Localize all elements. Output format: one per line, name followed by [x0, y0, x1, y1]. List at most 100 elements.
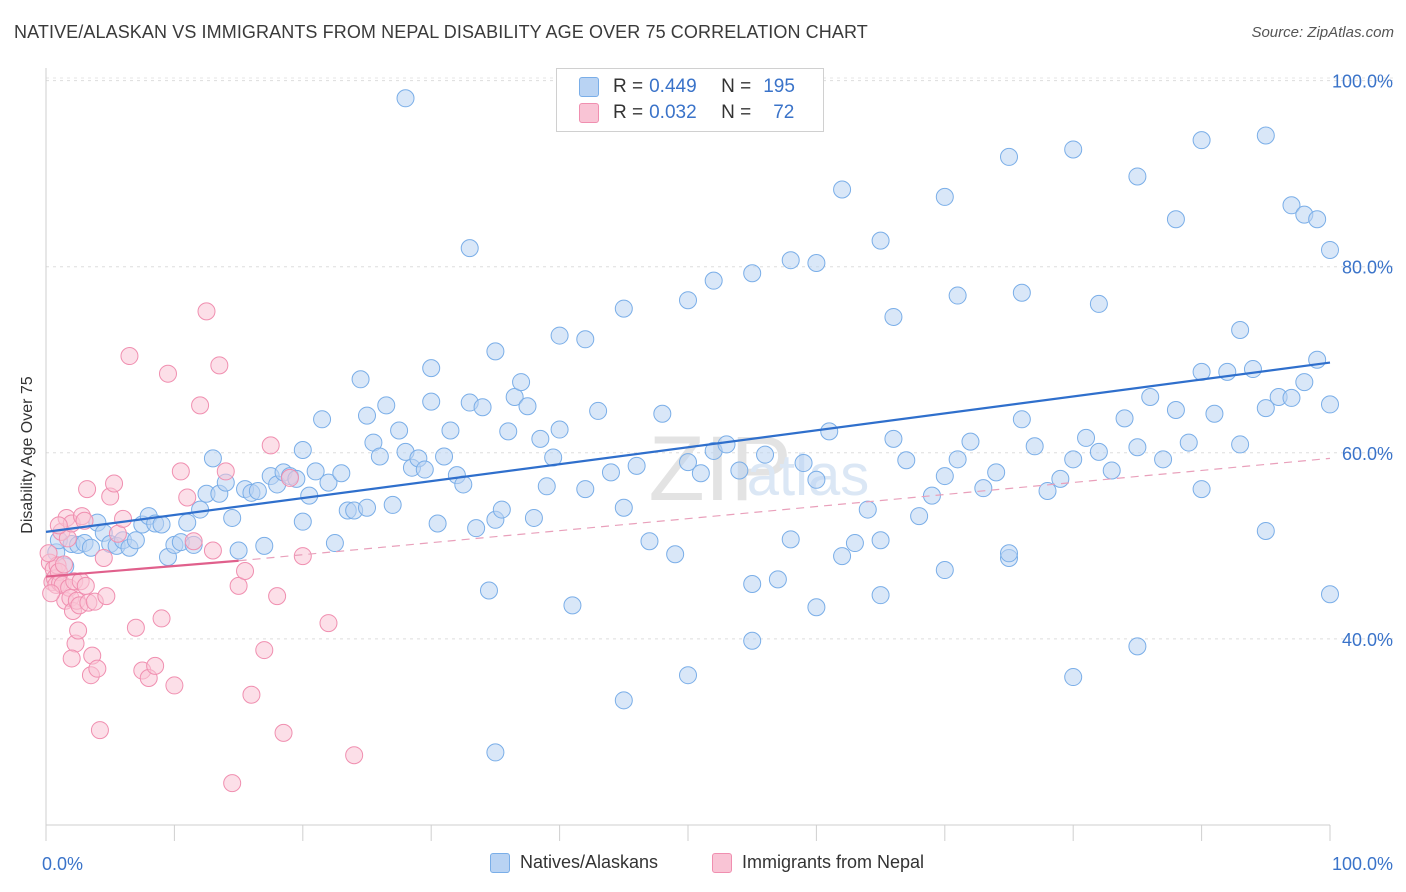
data-point [422, 392, 441, 411]
data-point [293, 547, 312, 566]
data-point [435, 447, 454, 466]
data-point [492, 500, 511, 519]
data-point [910, 507, 929, 526]
data-point [1089, 294, 1108, 313]
y-tick-label: 60.0% [1342, 444, 1393, 464]
data-point [505, 387, 524, 406]
data-point [576, 330, 595, 349]
data-point [415, 460, 434, 479]
data-point [614, 691, 633, 710]
data-point [858, 500, 877, 519]
data-point [473, 398, 492, 417]
data-point [42, 584, 61, 603]
data-point [691, 464, 710, 483]
data-point [197, 302, 216, 321]
bottom-legend-label-nepal: Immigrants from Nepal [742, 852, 925, 872]
legend-r-value-natives: 0.449 [649, 76, 697, 97]
data-point [396, 89, 415, 108]
data-point [1038, 481, 1057, 500]
legend-r-label: R = [613, 102, 644, 123]
data-point [1321, 240, 1339, 259]
data-point [81, 538, 100, 557]
data-point [537, 477, 556, 496]
data-point [152, 609, 171, 628]
data-point [589, 401, 608, 420]
data-point [54, 555, 73, 574]
data-point [351, 370, 370, 389]
data-point [1000, 147, 1018, 166]
data-point [293, 512, 312, 531]
data-point [178, 488, 197, 507]
data-point [1012, 283, 1031, 302]
bottom-legend-swatch-nepal [712, 852, 732, 873]
data-point [319, 614, 338, 633]
data-point [390, 421, 409, 440]
data-point [69, 621, 88, 640]
data-point [229, 541, 248, 560]
data-point [1012, 410, 1031, 429]
data-point [332, 464, 351, 483]
data-point [897, 451, 916, 470]
data-point [75, 511, 94, 530]
data-point [653, 404, 672, 423]
data-point [248, 481, 267, 500]
data-point [460, 239, 479, 258]
data-point [717, 435, 736, 454]
y-tick-label: 80.0% [1342, 258, 1393, 278]
data-point [370, 447, 389, 466]
data-point [1231, 435, 1250, 454]
data-point [935, 187, 954, 206]
data-point [191, 396, 210, 415]
data-point [871, 586, 890, 605]
data-point [1154, 450, 1173, 469]
data-point [203, 541, 222, 560]
data-point [191, 500, 210, 519]
data-point [1192, 480, 1211, 499]
data-point [158, 364, 177, 383]
legend-swatch-natives [579, 77, 599, 97]
data-point [756, 445, 775, 464]
data-point [807, 598, 826, 617]
data-point [807, 470, 826, 489]
data-point [833, 547, 852, 566]
data-point [242, 685, 261, 704]
data-point [1192, 131, 1211, 150]
data-point [730, 461, 749, 480]
data-point [97, 587, 116, 606]
data-point [255, 536, 274, 555]
data-point [743, 264, 762, 283]
data-point [794, 454, 813, 473]
data-point [178, 513, 197, 532]
data-point [1128, 637, 1147, 656]
y-tick-label: 100.0% [1332, 72, 1393, 92]
data-point [1243, 360, 1262, 379]
data-point [1179, 433, 1198, 452]
data-point [1064, 140, 1083, 159]
data-point [550, 326, 569, 345]
data-point [679, 453, 697, 472]
data-point [833, 180, 852, 199]
data-point [1115, 409, 1134, 428]
data-point [223, 774, 242, 793]
data-point [1282, 196, 1301, 215]
watermark-zip: ZIP [648, 418, 791, 520]
data-point [62, 649, 81, 668]
data-point [358, 406, 376, 425]
data-point [743, 575, 762, 594]
data-point [165, 676, 184, 695]
x-tick-label: 0.0% [42, 854, 83, 874]
data-point [1256, 126, 1275, 145]
trend-lines [45, 361, 1331, 578]
stats-legend: R = 0.449 N = 195 R = 0.032 N = 72 [556, 68, 824, 132]
legend-row-nepal: R = 0.032 N = 72 [579, 101, 794, 125]
data-point [78, 480, 97, 499]
data-point [1064, 450, 1083, 469]
data-point [614, 299, 633, 318]
legend-r-label: R = [613, 76, 644, 97]
data-point [961, 432, 980, 451]
legend-n-label: N = [721, 102, 752, 123]
trend-line-nepal [45, 559, 239, 578]
data-point [223, 508, 242, 527]
data-point [377, 396, 396, 415]
